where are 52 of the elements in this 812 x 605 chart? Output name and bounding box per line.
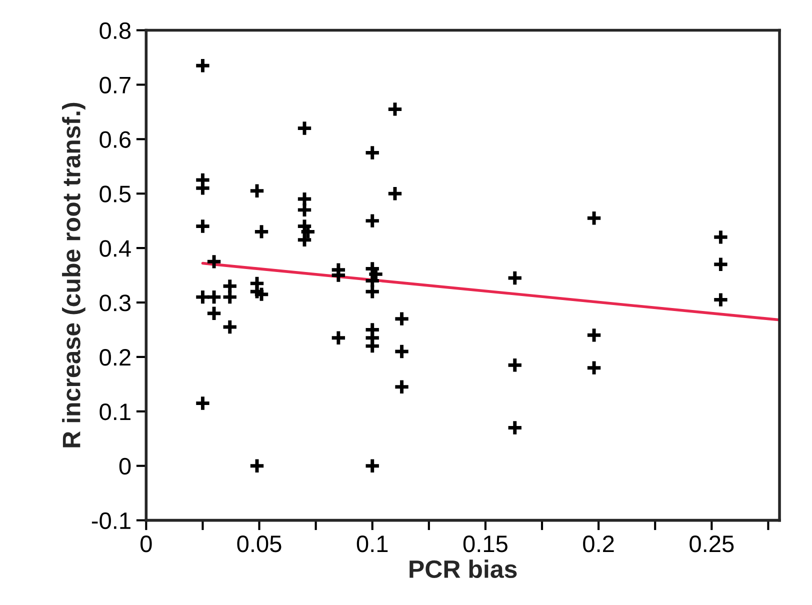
point xyxy=(222,288,238,306)
y-tick-label: 0.5 xyxy=(100,186,131,202)
point xyxy=(296,120,313,137)
point xyxy=(248,458,266,474)
y-tick-label: 0.7 xyxy=(100,76,130,94)
point xyxy=(393,378,410,396)
x-tick-label: 0.1 xyxy=(356,536,388,552)
point xyxy=(712,291,730,308)
point xyxy=(386,100,404,118)
point xyxy=(364,212,381,230)
point xyxy=(712,256,730,273)
point xyxy=(393,310,410,328)
x-tick-label: 0.25 xyxy=(690,536,734,552)
point xyxy=(712,228,730,246)
point xyxy=(586,210,602,226)
point xyxy=(586,360,602,376)
x-axis-title: PCR bias xyxy=(410,560,517,578)
point xyxy=(506,270,524,286)
x-tick-label: 0 xyxy=(140,536,152,552)
point xyxy=(364,338,381,354)
point xyxy=(386,185,404,202)
point xyxy=(586,326,602,344)
point xyxy=(253,223,270,240)
y-tick-label: 0.6 xyxy=(100,131,131,148)
point xyxy=(506,419,524,436)
y-tick-label: -0.1 xyxy=(92,512,130,530)
point xyxy=(194,218,212,235)
x-tick-label: 0.2 xyxy=(583,536,614,552)
point xyxy=(222,318,238,336)
y-tick-label: 0.2 xyxy=(100,349,130,366)
point xyxy=(248,182,266,200)
point xyxy=(364,144,381,162)
y-tick-label: 0.1 xyxy=(100,403,130,420)
point xyxy=(194,180,212,196)
point xyxy=(506,356,524,374)
point xyxy=(206,305,222,322)
point xyxy=(393,343,410,360)
point xyxy=(206,288,222,306)
y-tick-label: 0.4 xyxy=(100,240,131,257)
point xyxy=(330,330,347,346)
y-tick-label: 0.8 xyxy=(100,22,131,40)
y-tick-label: 0.3 xyxy=(100,294,131,312)
point xyxy=(194,57,212,74)
x-tick-label: 0.15 xyxy=(463,536,508,552)
x-tick-label: 0.05 xyxy=(237,536,282,552)
y-axis-title: R increase (cube root transf.) xyxy=(62,102,86,448)
point xyxy=(364,458,381,474)
point xyxy=(364,283,381,300)
y-tick-label: 0 xyxy=(119,458,131,475)
point xyxy=(296,202,313,218)
point xyxy=(206,253,222,270)
point xyxy=(194,394,212,412)
